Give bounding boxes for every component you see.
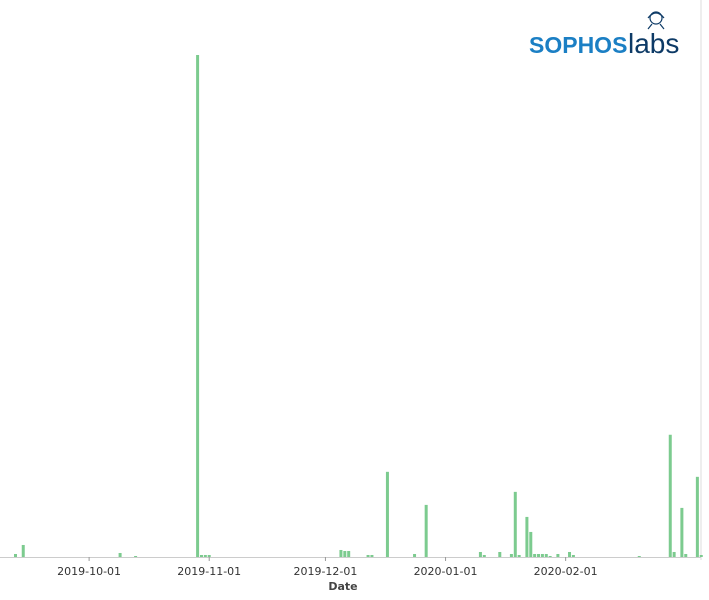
bar xyxy=(537,553,541,557)
bar xyxy=(568,551,572,557)
bar xyxy=(571,554,575,557)
bar xyxy=(513,491,517,557)
bar xyxy=(118,552,122,557)
bar xyxy=(695,476,699,557)
bar xyxy=(517,554,521,557)
bar xyxy=(207,554,211,557)
bar xyxy=(637,555,641,557)
logo-sub: labs xyxy=(628,28,679,59)
x-tick-label: 2020-02-01 xyxy=(534,565,598,578)
bar xyxy=(672,551,676,557)
x-tick-label: 2020-01-01 xyxy=(414,565,478,578)
bar xyxy=(478,551,482,557)
bar xyxy=(548,555,552,557)
bar xyxy=(196,54,200,558)
bar xyxy=(199,554,203,557)
bar xyxy=(482,554,486,557)
x-tick-label: 2019-12-01 xyxy=(293,565,357,578)
bar xyxy=(680,507,684,557)
bar xyxy=(533,553,537,557)
bar xyxy=(699,554,703,557)
bar xyxy=(424,504,428,557)
bar xyxy=(134,555,138,557)
x-tick-label: 2019-11-01 xyxy=(177,565,241,578)
bar xyxy=(385,471,389,557)
bar xyxy=(498,551,502,557)
bar xyxy=(366,554,370,557)
bar xyxy=(668,434,672,557)
bar xyxy=(544,553,548,557)
bar xyxy=(343,550,347,557)
logo-brand: SOPHOS xyxy=(529,32,627,58)
bar xyxy=(413,553,417,557)
bar xyxy=(339,549,343,557)
bar xyxy=(347,550,351,557)
bar xyxy=(556,553,560,557)
bar xyxy=(21,544,25,557)
bar xyxy=(529,531,533,557)
bar xyxy=(684,553,688,557)
bar xyxy=(525,516,529,557)
bar xyxy=(203,554,207,557)
bar xyxy=(370,554,374,557)
x-axis-label: Date xyxy=(328,580,357,593)
bar xyxy=(540,553,544,557)
bar xyxy=(509,553,513,557)
logo-icon xyxy=(647,11,665,30)
x-tick-label: 2019-10-01 xyxy=(57,565,121,578)
bar xyxy=(13,553,17,557)
